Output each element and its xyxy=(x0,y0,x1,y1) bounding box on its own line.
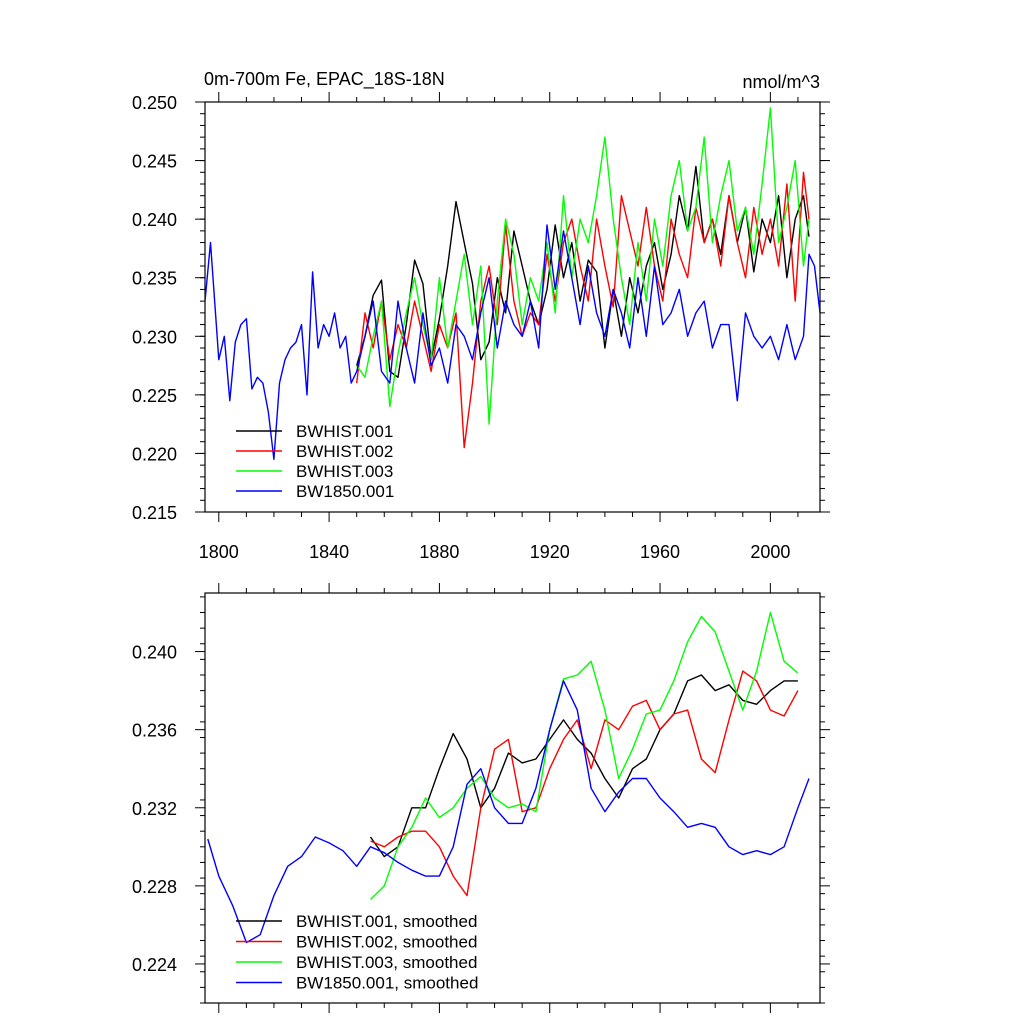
top-x-tick-label: 1920 xyxy=(530,542,570,562)
top-x-tick-label: 1800 xyxy=(199,542,239,562)
top-y-tick-label: 0.220 xyxy=(132,444,177,464)
top-legend-label-2: BWHIST.002 xyxy=(296,442,393,461)
top-x-tick-label: 2000 xyxy=(750,542,790,562)
top-x-tick-label: 1840 xyxy=(309,542,349,562)
top-series-line-4 xyxy=(205,224,820,460)
top-legend-label-4: BW1850.001 xyxy=(296,482,394,501)
top-y-tick-label: 0.225 xyxy=(132,386,177,406)
top-series-lines xyxy=(205,107,820,460)
bottom-legend-label-2: BWHIST.002, smoothed xyxy=(296,933,477,952)
bottom-series-line-4 xyxy=(207,680,810,944)
top-y-tick-label: 0.245 xyxy=(132,152,177,172)
bottom-plot-frame xyxy=(204,592,821,1004)
top-panel-title: 0m-700m Fe, EPAC_18S-18N xyxy=(204,69,445,90)
top-x-tick-label: 1880 xyxy=(419,542,459,562)
bottom-legend-label-1: BWHIST.001, smoothed xyxy=(296,912,477,931)
top-legend-label-3: BWHIST.003 xyxy=(296,462,393,481)
top-x-tick-label: 1960 xyxy=(640,542,680,562)
top-y-tick-label: 0.235 xyxy=(132,269,177,289)
top-panel: 0m-700m Fe, EPAC_18S-18N nmol/m^3 1800 18… xyxy=(132,69,830,562)
bottom-series-line-2 xyxy=(370,670,799,897)
bottom-y-tick-label: 0.240 xyxy=(132,643,177,663)
bottom-y-tick-label: 0.228 xyxy=(132,877,177,897)
top-legend-label-1: BWHIST.001 xyxy=(296,422,393,441)
bottom-y-tick-label: 0.224 xyxy=(132,955,177,975)
bottom-y-tick-label: 0.236 xyxy=(132,721,177,741)
top-y-tick-label: 0.240 xyxy=(132,210,177,230)
bottom-legend-label-3: BWHIST.003, smoothed xyxy=(296,953,477,972)
bottom-series-lines xyxy=(207,611,810,944)
bottom-plot-group: 0.224 0.228 0.232 0.236 0.240 BWHIST.001, smo… xyxy=(132,583,830,1013)
bottom-y-tick-label: 0.232 xyxy=(132,799,177,819)
bottom-legend-label-4: BW1850.001, smoothed xyxy=(296,974,478,993)
top-y-tick-label: 0.230 xyxy=(132,327,177,347)
top-panel-units: nmol/m^3 xyxy=(743,72,820,92)
top-series-line-3 xyxy=(356,107,810,425)
top-plot-group: 1800 1840 1880 1920 1960 2000 0.215 0.220 0.225 0… xyxy=(132,92,830,562)
top-y-tick-label: 0.250 xyxy=(132,93,177,113)
bottom-series-line-3 xyxy=(370,611,799,900)
top-y-tick-label: 0.215 xyxy=(132,503,177,523)
bottom-panel: 0.224 0.228 0.232 0.236 0.240 BWHIST.001, smo… xyxy=(132,583,830,1013)
